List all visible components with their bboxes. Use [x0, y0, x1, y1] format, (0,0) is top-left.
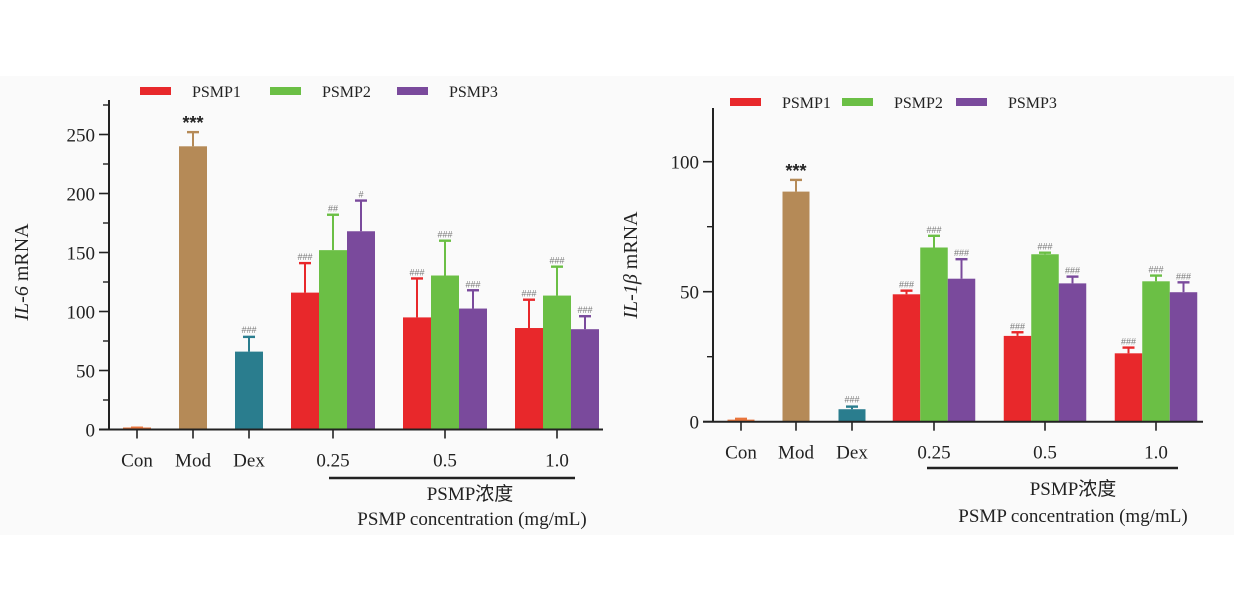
- y-tick-label: 50: [680, 283, 699, 304]
- significance-label: ###: [241, 325, 256, 335]
- bar-psmp2-1.0: [543, 295, 571, 430]
- bar-psmp2-0.25: [920, 247, 948, 422]
- y-tick-label: 50: [76, 362, 95, 383]
- x-tick-label-group: 0.5: [433, 451, 457, 472]
- significance-label: ###: [1148, 265, 1163, 275]
- bar-psmp3-0.25: [347, 231, 375, 430]
- y-axis-label-gene: IL-1β: [620, 274, 642, 319]
- y-axis-label-unit: mRNA: [620, 211, 642, 274]
- legend-swatch-psmp1: [730, 98, 761, 106]
- bar-psmp3-0.5: [1058, 283, 1087, 422]
- bar-psmp1-1.0: [1114, 353, 1143, 422]
- bar-psmp1-1.0: [515, 328, 543, 430]
- significance-label: ###: [521, 289, 536, 299]
- bar-psmp1-0.25: [892, 294, 921, 422]
- significance-label: #: [358, 190, 363, 200]
- x-tick-label-group: 0.25: [316, 451, 349, 472]
- y-axis-label: IL-6 mRNA: [11, 223, 33, 322]
- x-tick-label-group: 1.0: [1144, 443, 1168, 464]
- x-tick-label-mod: Mod: [175, 451, 211, 472]
- bar-psmp3-0.5: [459, 308, 487, 430]
- bar-mod: [782, 191, 810, 422]
- bar-mod: [179, 146, 207, 430]
- bar-psmp3-1.0: [571, 329, 599, 430]
- legend-label-psmp1: PSMP1: [782, 95, 831, 112]
- legend-swatch-psmp1: [140, 87, 171, 95]
- significance-label: ###: [437, 230, 452, 240]
- y-tick-label: 100: [671, 153, 700, 174]
- significance-label: ##: [328, 204, 338, 214]
- x-tick-label-group: 0.25: [917, 443, 950, 464]
- x-tick-label-mod: Mod: [778, 443, 814, 464]
- bar-psmp2-1.0: [1142, 281, 1170, 422]
- bar-dex: [838, 409, 866, 422]
- y-axis-label-unit: mRNA: [11, 223, 33, 286]
- legend-label-psmp1: PSMP1: [192, 84, 241, 101]
- bar-psmp1-0.25: [291, 292, 319, 430]
- x-axis-title: PSMP concentration (mg/mL): [958, 506, 1187, 527]
- il1b-chart: PSMP1 PSMP2 PSMP3 0 50 100 IL-1β mRNA Con *** Mod…: [620, 95, 1203, 527]
- x-tick-label-group: 1.0: [545, 451, 569, 472]
- legend-label-psmp3: PSMP3: [1008, 95, 1057, 112]
- y-tick-label: 100: [67, 303, 96, 324]
- bar-psmp2-0.5: [431, 275, 459, 430]
- legend-swatch-psmp2: [270, 87, 301, 95]
- significance-label: ###: [926, 225, 941, 235]
- bar-psmp1-0.5: [403, 317, 431, 430]
- significance-label: ###: [1176, 271, 1191, 281]
- y-axis-label: IL-1β mRNA: [620, 211, 642, 320]
- bar-psmp3-1.0: [1169, 292, 1198, 422]
- bar-psmp1-0.5: [1003, 335, 1032, 422]
- y-axis-label-gene: IL-6: [11, 286, 33, 321]
- group-title-cn: PSMP浓度: [427, 483, 514, 505]
- y-tick-label: 0: [86, 421, 96, 442]
- significance-label: ###: [465, 279, 480, 289]
- x-axis-title: PSMP concentration (mg/mL): [357, 509, 586, 530]
- significance-label: ###: [1037, 242, 1052, 252]
- y-tick-label: 250: [67, 126, 96, 147]
- bar-psmp3-0.25: [947, 278, 976, 422]
- il6-chart: PSMP1 PSMP2 PSMP3 0 50 100 150 200 250 IL-6 mRNA C…: [11, 84, 603, 530]
- significance-label: ###: [844, 395, 859, 405]
- bar-psmp2-0.25: [319, 250, 347, 430]
- legend-label-psmp3: PSMP3: [449, 84, 498, 101]
- significance-label: ***: [785, 161, 806, 181]
- significance-label: ###: [899, 280, 914, 290]
- bar-dex: [235, 351, 263, 430]
- legend-swatch-psmp2: [842, 98, 873, 106]
- x-tick-label-group: 0.5: [1033, 443, 1057, 464]
- significance-label: ###: [1065, 266, 1080, 276]
- legend-swatch-psmp3: [397, 87, 428, 95]
- legend-swatch-psmp3: [956, 98, 987, 106]
- significance-label: ###: [549, 256, 564, 266]
- y-tick-label: 0: [690, 413, 700, 434]
- significance-label: ###: [409, 267, 424, 277]
- x-tick-label-con: Con: [121, 451, 153, 472]
- group-title-cn: PSMP浓度: [1030, 478, 1117, 500]
- legend-label-psmp2: PSMP2: [894, 95, 943, 112]
- y-tick-label: 200: [67, 185, 96, 206]
- bar-con: [727, 419, 755, 422]
- significance-label: ###: [577, 305, 592, 315]
- bar-psmp2-0.5: [1031, 254, 1059, 422]
- x-tick-label-dex: Dex: [836, 443, 868, 464]
- x-tick-label-dex: Dex: [233, 451, 265, 472]
- significance-label: ###: [1121, 337, 1136, 347]
- significance-label: ###: [297, 252, 312, 262]
- x-tick-label-con: Con: [725, 443, 757, 464]
- significance-label: ###: [1010, 321, 1025, 331]
- significance-label: ***: [182, 113, 203, 133]
- legend-label-psmp2: PSMP2: [322, 84, 371, 101]
- significance-label: ###: [954, 248, 969, 258]
- y-tick-label: 150: [67, 244, 96, 265]
